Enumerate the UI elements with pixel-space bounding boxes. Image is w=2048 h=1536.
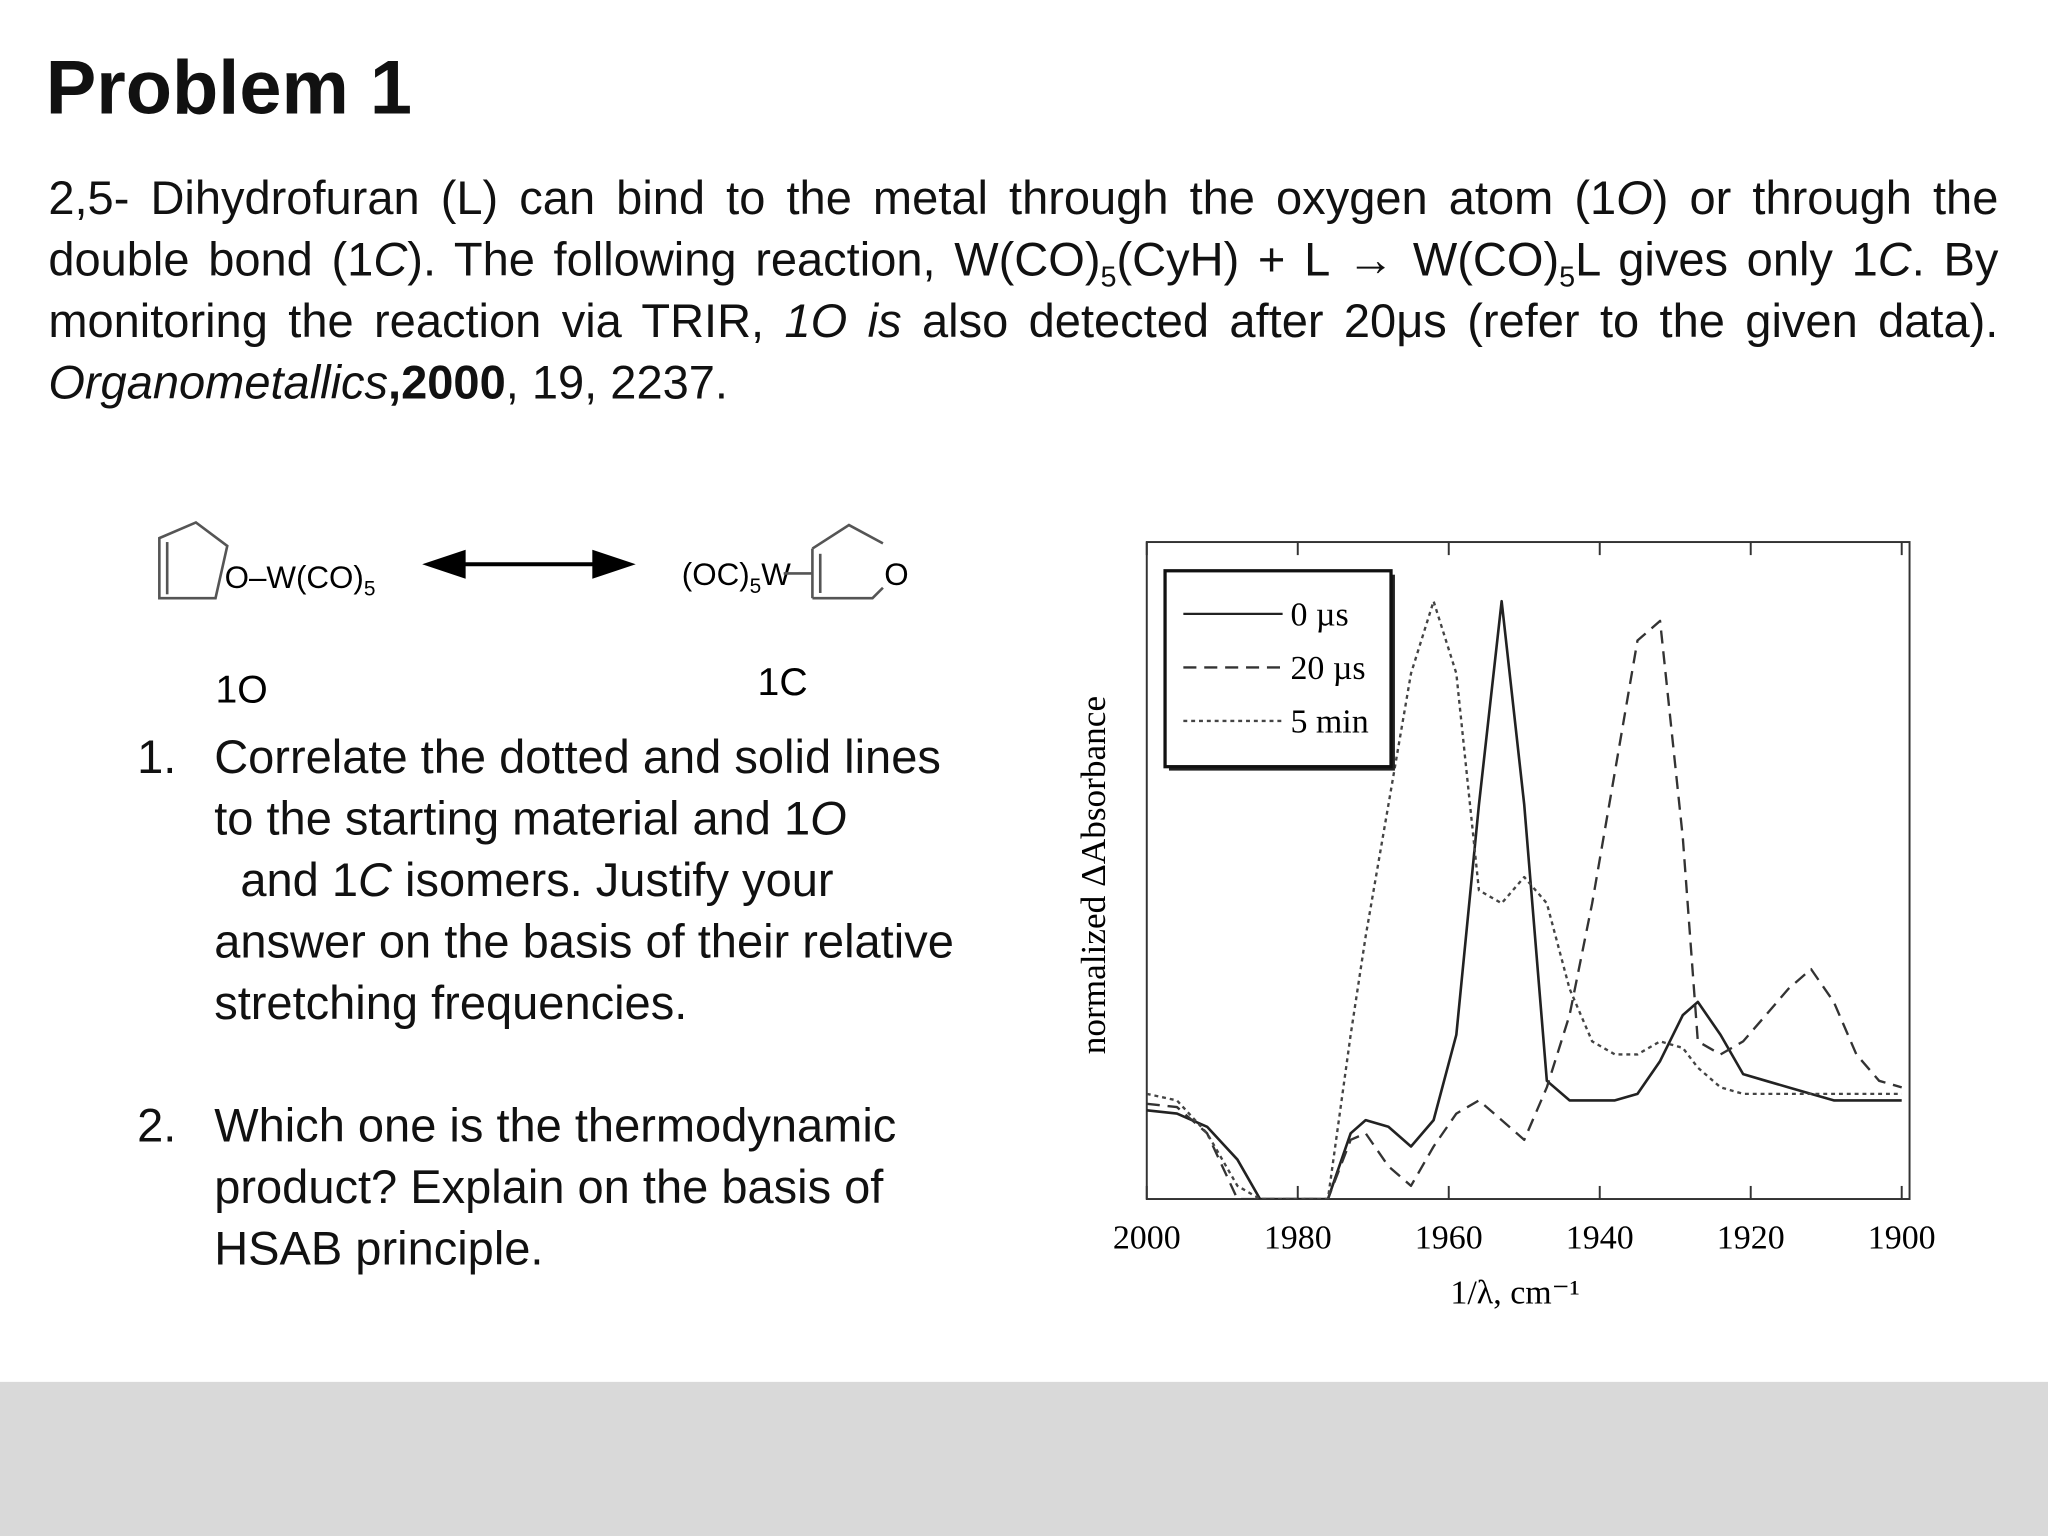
title: Problem 1 xyxy=(45,45,412,131)
text: also detected after 20μs (refer to the g… xyxy=(901,293,1999,348)
text: (OC) xyxy=(682,557,750,592)
x-axis-label: 1/λ, cm⁻¹ xyxy=(1450,1275,1579,1312)
text: (CyH) + L → W(CO) xyxy=(1116,232,1560,287)
isomer-label: 1O xyxy=(216,669,268,712)
data-line xyxy=(1146,599,1902,1200)
x-tick-label: 2000 xyxy=(1113,1220,1181,1257)
text: and 1 xyxy=(214,852,358,907)
legend-label: 5 min xyxy=(1290,704,1368,741)
structures: O–W(CO)5 (OC)5W O 1O 1C xyxy=(158,520,909,712)
ring-1o xyxy=(158,520,229,600)
text: Correlate the dotted and solid lines to … xyxy=(214,730,941,846)
x-tick-label: 1920 xyxy=(1717,1220,1785,1257)
data-line xyxy=(1146,600,1902,1200)
text: 1O is xyxy=(784,293,902,348)
plot-lines xyxy=(1146,599,1903,1200)
citation-year: ,2000 xyxy=(388,355,506,409)
legend-box xyxy=(1163,569,1393,769)
questions: 1. Correlate the dotted and solid lines t… xyxy=(137,726,973,1340)
text: O–W(CO) xyxy=(225,560,364,595)
subscript: 5 xyxy=(364,578,376,601)
text: L gives only 1 xyxy=(1575,232,1878,287)
citation-journal: Organometallics xyxy=(48,355,389,409)
x-tick-label: 1980 xyxy=(1264,1220,1332,1257)
x-tick-label: 1960 xyxy=(1415,1220,1483,1257)
subscript: 5 xyxy=(750,575,762,598)
text: ). The following reaction, W(CO) xyxy=(407,232,1101,287)
legend: 0 µs 20 µs 5 min xyxy=(1163,569,1395,771)
footer-bar xyxy=(0,1381,2048,1536)
formula: O–W(CO)5 xyxy=(225,560,376,601)
x-tick-label: 1940 xyxy=(1566,1220,1634,1257)
text: O xyxy=(1616,171,1653,225)
text: 2,5- Dihydrofuran (L) can bind to the me… xyxy=(48,171,1617,225)
text: ) or through the double bond (1 xyxy=(48,171,1999,287)
chart: 2000 1980 1960 1940 1920 1900 1/λ, cm⁻¹ normali… xyxy=(1074,541,1936,1312)
question-number: 1. xyxy=(137,730,177,784)
legend-label: 0 µs xyxy=(1290,597,1348,634)
ring-1c xyxy=(783,523,884,600)
text: C xyxy=(1877,232,1912,287)
question: 2. Which one is the thermodynamic produc… xyxy=(137,1095,973,1279)
question: 1. Correlate the dotted and solid lines t… xyxy=(137,726,973,1033)
atom: O xyxy=(884,557,908,592)
subscript: 5 xyxy=(1100,260,1117,293)
text: isomers. Justify your answer on the basi… xyxy=(214,852,954,1030)
formula: (OC)5W xyxy=(682,557,791,598)
y-axis-label: normalized ΔAbsorbance xyxy=(1074,696,1113,1054)
text: O xyxy=(810,791,847,846)
isomer-label: 1C xyxy=(758,661,808,704)
text: C xyxy=(357,852,392,907)
plot-frame xyxy=(1145,541,1911,1200)
resonance-arrow xyxy=(422,549,636,579)
text: , 19, 2237. xyxy=(505,355,728,409)
legend-label: 20 µs xyxy=(1290,650,1365,687)
question-number: 2. xyxy=(137,1098,177,1152)
x-tick-label: 1900 xyxy=(1868,1220,1936,1257)
text: C xyxy=(373,232,408,287)
intro-paragraph: 2,5- Dihydrofuran (L) can bind to the me… xyxy=(48,167,1998,413)
subscript: 5 xyxy=(1559,260,1576,293)
text: Which one is the thermodynamic product? … xyxy=(214,1098,897,1275)
text: . By monitoring the reaction via TRIR, xyxy=(48,232,1999,348)
